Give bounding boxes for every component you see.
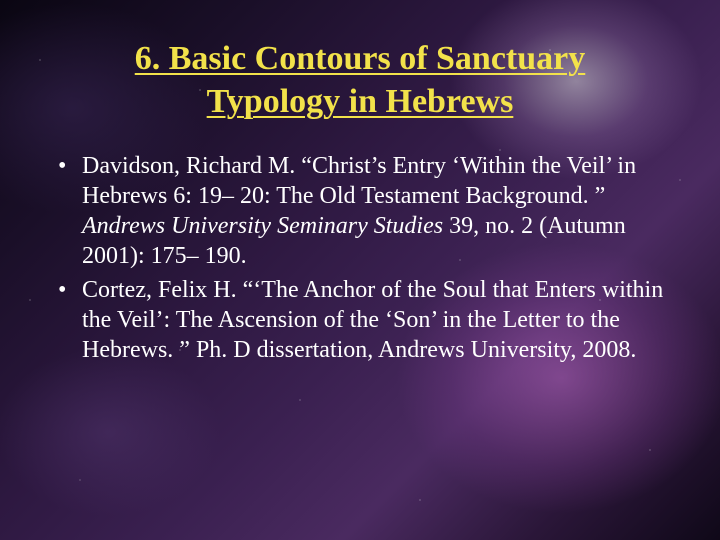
- citation-text: Cortez, Felix H. “‘The Anchor of the Sou…: [82, 277, 663, 363]
- citation-text: Davidson, Richard M. “Christ’s Entry ‘Wi…: [82, 153, 636, 209]
- bullet-text: Cortez, Felix H. “‘The Anchor of the Sou…: [82, 275, 666, 365]
- slide-body: • Davidson, Richard M. “Christ’s Entry ‘…: [54, 151, 666, 365]
- slide-title: 6. Basic Contours of Sanctuary Typology …: [54, 38, 666, 123]
- citation-journal-italic: Andrews University Seminary Studies: [82, 213, 443, 239]
- title-line-1: 6. Basic Contours of Sanctuary: [135, 40, 586, 77]
- bullet-text: Davidson, Richard M. “Christ’s Entry ‘Wi…: [82, 151, 666, 271]
- slide-container: 6. Basic Contours of Sanctuary Typology …: [0, 0, 720, 540]
- bullet-item: • Davidson, Richard M. “Christ’s Entry ‘…: [54, 151, 666, 271]
- bullet-item: • Cortez, Felix H. “‘The Anchor of the S…: [54, 275, 666, 365]
- bullet-marker: •: [54, 275, 82, 365]
- bullet-marker: •: [54, 151, 82, 271]
- title-line-2: Typology in Hebrews: [207, 83, 514, 120]
